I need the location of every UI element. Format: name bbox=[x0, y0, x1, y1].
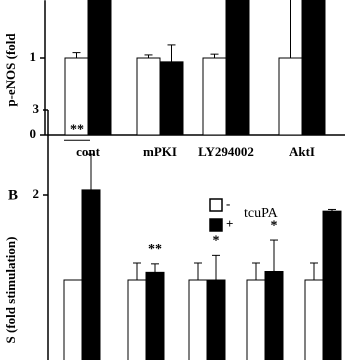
significance: * bbox=[213, 234, 220, 249]
legend-swatch bbox=[209, 218, 223, 232]
bar bbox=[225, 0, 250, 136]
y-tick-label: 2 bbox=[33, 186, 40, 201]
legend-swatch bbox=[209, 198, 223, 212]
bar bbox=[127, 279, 147, 360]
x-tick-label: mPKI bbox=[143, 144, 177, 159]
y-tick-label: 3 bbox=[33, 101, 40, 116]
legend-label: - bbox=[226, 196, 230, 211]
y-axis-label: S (fold stimulation) bbox=[3, 237, 18, 344]
bar bbox=[246, 279, 266, 360]
significance: ** bbox=[70, 122, 84, 137]
x-tick-label: LY294002 bbox=[198, 144, 254, 159]
bar bbox=[159, 61, 184, 136]
bar bbox=[322, 210, 342, 360]
bar bbox=[63, 279, 83, 360]
y-tick-label: 1 bbox=[30, 49, 37, 64]
bar bbox=[145, 271, 165, 360]
bar bbox=[278, 57, 303, 136]
legend-label: + bbox=[226, 216, 233, 231]
bar bbox=[136, 57, 161, 136]
significance: * bbox=[271, 218, 278, 233]
bar bbox=[264, 271, 284, 360]
x-tick-label: AktI bbox=[289, 144, 315, 159]
y-axis-label: p-eNOS (fold bbox=[3, 33, 18, 107]
panel-label: B bbox=[8, 187, 18, 203]
legend-title: tcuPA bbox=[244, 206, 279, 221]
bar bbox=[206, 279, 226, 360]
bar bbox=[81, 189, 101, 360]
bar bbox=[202, 57, 227, 136]
bar bbox=[87, 0, 112, 136]
x-tick-label: cont bbox=[76, 144, 101, 159]
significance: ** bbox=[148, 242, 162, 257]
bar bbox=[304, 279, 324, 360]
bar bbox=[301, 0, 326, 136]
y-tick-label: 0 bbox=[30, 126, 37, 141]
bar bbox=[188, 279, 208, 360]
